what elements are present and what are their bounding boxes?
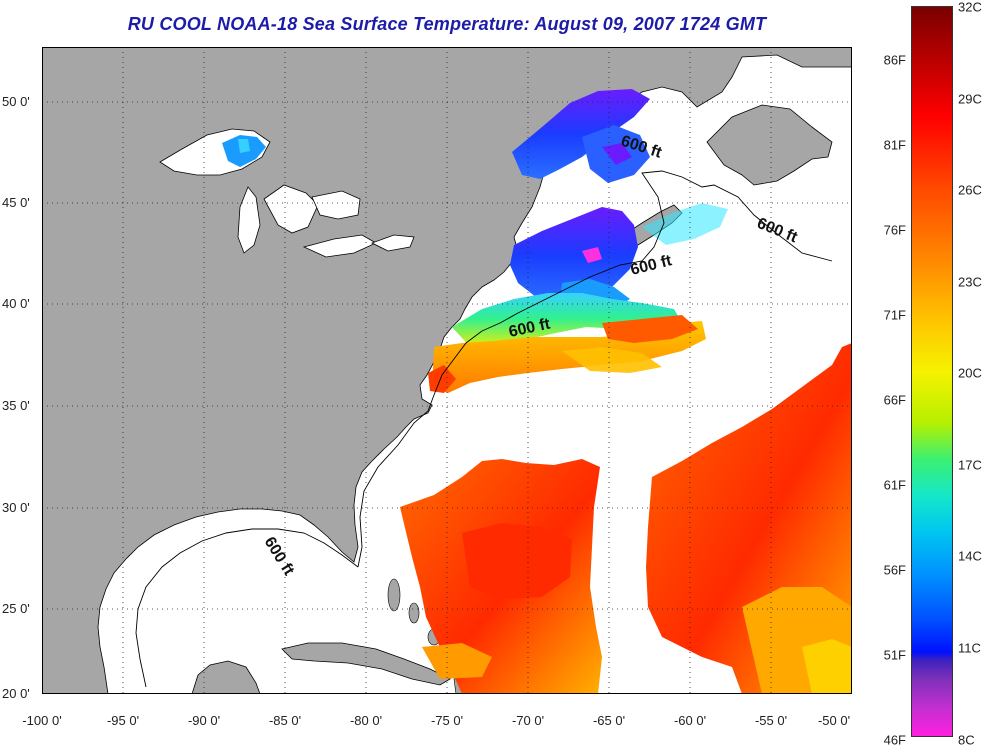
- lon-label-80: -80 0': [349, 713, 383, 728]
- lon-label-90: -90 0': [187, 713, 221, 728]
- colorbar-label-26c: 26C: [958, 182, 982, 198]
- colorbar-label-86f: 86F: [883, 52, 906, 68]
- lon-label-70: -70 0': [511, 713, 545, 728]
- lon-label-55: -55 0': [754, 713, 788, 728]
- lon-label-95: -95 0': [106, 713, 140, 728]
- colorbar-label-8c: 8C: [958, 732, 975, 748]
- lat-label-35: 35 0': [2, 398, 30, 413]
- lat-label-45: 45 0': [2, 195, 30, 210]
- map-title: RU COOL NOAA-18 Sea Surface Temperature:…: [127, 14, 767, 34]
- lon-label-100: -100 0': [22, 713, 62, 728]
- colorbar-label-20c: 20C: [958, 365, 982, 381]
- lon-label-75: -75 0': [430, 713, 464, 728]
- isobath-600ft: [357, 170, 833, 568]
- sst-data-layer: [222, 89, 852, 694]
- colorbar-label-17c: 17C: [958, 457, 982, 473]
- colorbar-label-56f: 56F: [883, 562, 906, 578]
- lat-label-25: 25 0': [2, 601, 30, 616]
- colorbar-label-11c: 11C: [958, 640, 981, 656]
- colorbar-label-61f: 61F: [883, 477, 906, 493]
- colorbar-label-23c: 23C: [958, 274, 982, 290]
- colorbar-label-29c: 29C: [958, 91, 982, 107]
- colorbar-label-46f: 46F: [883, 732, 906, 748]
- newfoundland-land: [706, 104, 833, 186]
- lon-label-65: -65 0': [592, 713, 626, 728]
- lon-label-85: -85 0': [268, 713, 302, 728]
- colorbar-label-71f: 71F: [883, 307, 906, 323]
- cuba-land: [281, 642, 451, 686]
- map-graticule: [42, 47, 852, 694]
- lat-label-40: 40 0': [2, 296, 30, 311]
- colorbar-label-32c: 32C: [958, 0, 982, 15]
- colorbar-label-81f: 81F: [883, 137, 906, 153]
- colorbar-label-14c: 14C: [958, 548, 982, 564]
- colorbar-label-76f: 76F: [883, 222, 906, 238]
- colorbar-label-51f: 51F: [883, 647, 906, 663]
- lat-label-20: 20 0': [2, 686, 30, 701]
- colorbar-label-66f: 66F: [883, 392, 906, 408]
- sst-map[interactable]: 600 ft 600 ft 600 ft 600 ft 600 ft: [42, 47, 852, 694]
- lat-label-50: 50 0': [2, 94, 30, 109]
- lon-label-60: -60 0': [673, 713, 707, 728]
- map-frame: [42, 47, 852, 694]
- yucatan-land: [191, 660, 261, 694]
- lat-label-30: 30 0': [2, 500, 30, 515]
- lon-label-50: -50 0': [817, 713, 851, 728]
- temperature-colorbar: [911, 6, 953, 737]
- colorbar-gradient: [912, 7, 952, 736]
- isobath-600ft-gulf: [135, 528, 359, 688]
